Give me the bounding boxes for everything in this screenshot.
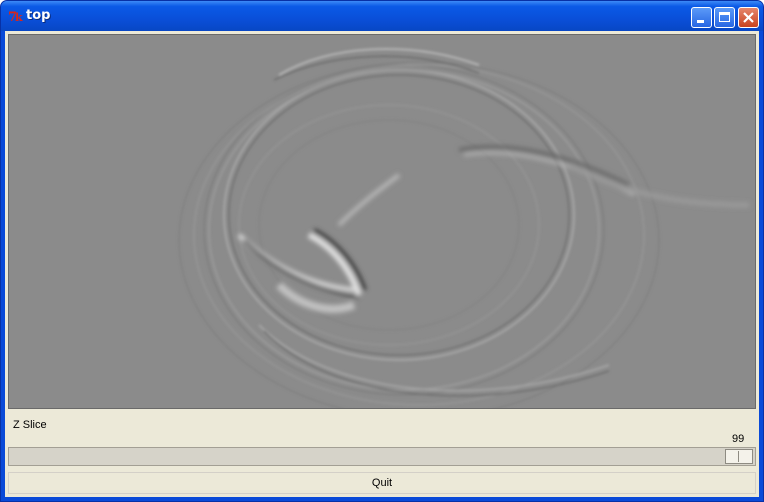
z-slice-slider-thumb[interactable] [725,449,753,464]
window-title: top [26,8,50,23]
title-bar[interactable]: 7 k top [1,1,763,31]
tk-feather-icon: 7 k [8,9,24,23]
z-slice-value: 99 [732,433,744,445]
z-slice-label: Z Slice [13,419,47,431]
close-icon [739,8,758,27]
z-slice-slider[interactable] [8,447,756,466]
minimize-icon [692,8,711,27]
seismic-slice-view[interactable] [8,34,756,409]
close-button[interactable] [738,7,759,28]
svg-text:k: k [15,11,23,23]
maximize-button[interactable] [714,7,735,28]
maximize-icon [715,8,734,27]
client-area: Z Slice 99 Quit [5,31,759,497]
quit-button[interactable]: Quit [8,472,756,494]
minimize-button[interactable] [691,7,712,28]
seismic-wave-image [9,35,756,409]
